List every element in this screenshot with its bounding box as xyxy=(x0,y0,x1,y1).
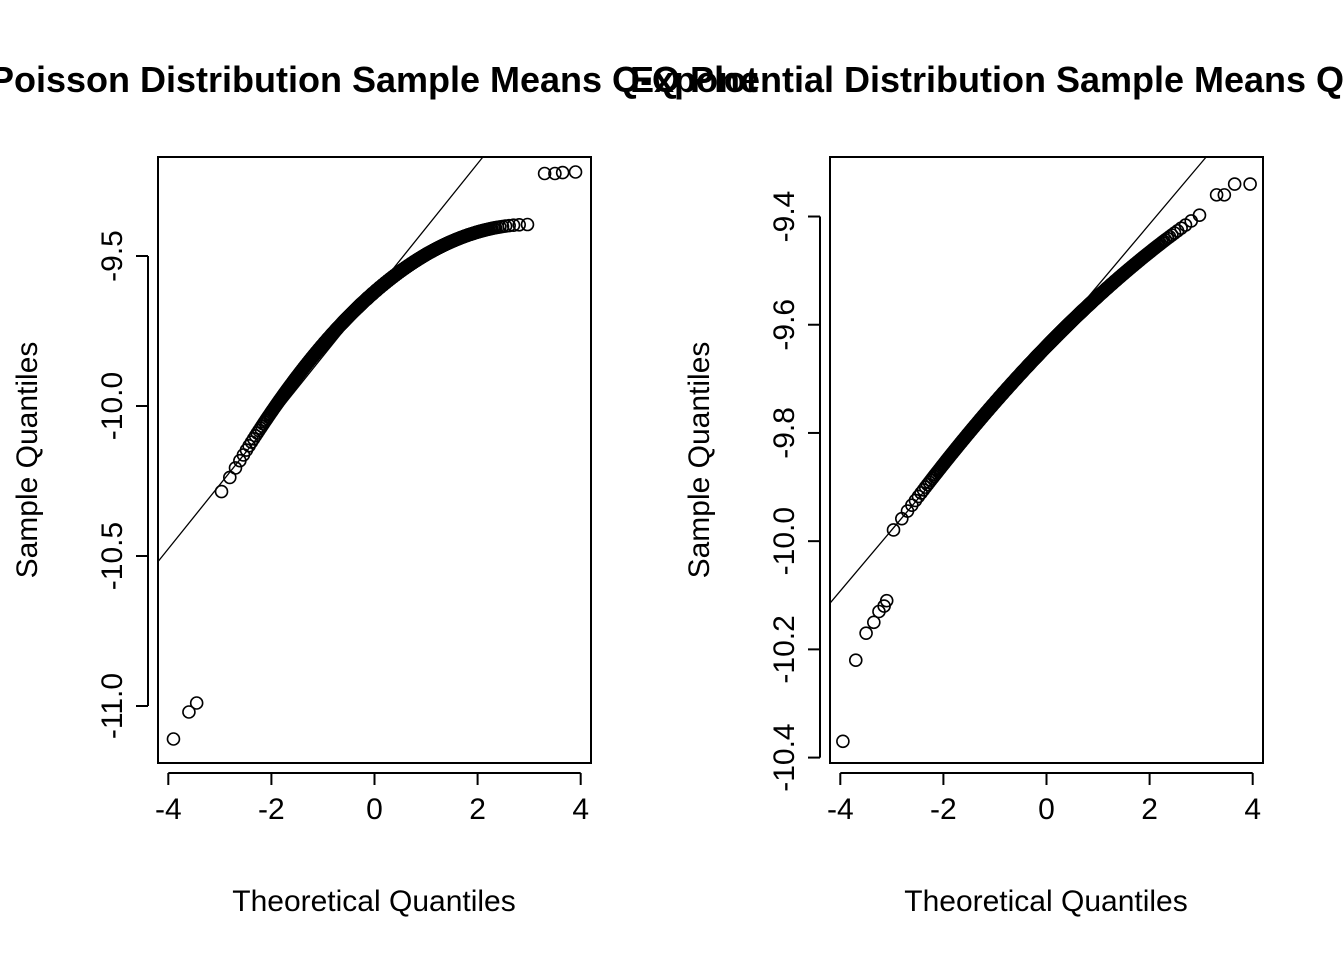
data-point xyxy=(242,439,256,453)
x-tick-label-poisson: -2 xyxy=(258,793,285,826)
y-tick-label-poisson: -11.0 xyxy=(96,673,129,739)
data-point xyxy=(848,653,863,667)
x-tick-label-poisson: 4 xyxy=(572,793,589,826)
plot-frame-exponential xyxy=(829,156,1264,764)
x-tick-label-exponential: -2 xyxy=(930,793,957,826)
data-point xyxy=(189,696,204,710)
data-point xyxy=(1209,188,1224,202)
axes-exponential: -4 -2 0 2 4 -10.4 -10.2 -10.0 -9.8 -9.6 -9.4 xyxy=(768,191,1261,826)
x-tick-label-exponential: 2 xyxy=(1141,793,1158,826)
chart-title-poisson: Poisson Distribution Sample Means Q-Q Pl… xyxy=(0,59,758,100)
x-tick-label-exponential: -4 xyxy=(827,793,854,826)
x-axis-label-poisson: Theoretical Quantiles xyxy=(232,885,515,918)
data-point xyxy=(548,166,562,181)
data-point xyxy=(182,705,196,719)
y-tick-label-exponential: -9.8 xyxy=(768,407,801,459)
y-tick-label-exponential: -9.4 xyxy=(768,191,801,243)
data-point xyxy=(512,217,526,232)
axes-poisson: -4 -2 0 2 4 -11.0 -10.5 -10.0 -9.5 xyxy=(96,230,589,826)
data-point xyxy=(879,593,894,608)
data-point xyxy=(166,732,181,746)
data-point xyxy=(537,166,552,181)
y-tick-label-exponential: -10.0 xyxy=(768,507,801,575)
chart-title-exponential: Exponential Distribution Sample Means Q-… xyxy=(630,59,1344,100)
data-point xyxy=(1243,177,1257,191)
poisson-qq-panel: Poisson Distribution Sample Means Q-Q Pl… xyxy=(0,59,758,918)
x-tick-label-poisson: 0 xyxy=(366,793,383,826)
data-point xyxy=(859,626,873,640)
x-tick-label-poisson: 2 xyxy=(469,793,486,826)
data-point xyxy=(886,523,901,537)
x-tick-label-poisson: -4 xyxy=(155,793,182,826)
reference-line-poisson xyxy=(157,156,484,563)
data-point xyxy=(1192,208,1207,223)
data-point xyxy=(228,461,243,475)
y-tick-label-exponential: -10.4 xyxy=(768,723,801,791)
plot-frame-poisson xyxy=(157,156,592,764)
x-tick-label-exponential: 4 xyxy=(1244,793,1261,826)
y-tick-label-exponential: -10.2 xyxy=(768,615,801,683)
exponential-qq-panel: Exponential Distribution Sample Means Q-… xyxy=(630,59,1344,918)
points-poisson xyxy=(166,165,583,746)
data-point xyxy=(214,484,229,499)
data-point xyxy=(502,218,516,233)
data-point xyxy=(1217,188,1232,202)
data-point xyxy=(506,218,521,232)
data-point xyxy=(867,615,881,630)
x-axis-label-exponential: Theoretical Quantiles xyxy=(904,885,1187,918)
y-axis-label-poisson: Sample Quantiles xyxy=(11,342,44,579)
data-point xyxy=(568,165,583,179)
y-tick-label-exponential: -9.6 xyxy=(768,299,801,351)
data-point xyxy=(1227,177,1242,191)
data-point xyxy=(836,734,850,749)
points-exponential xyxy=(836,177,1257,749)
x-tick-label-exponential: 0 xyxy=(1038,793,1055,826)
y-tick-label-poisson: -10.0 xyxy=(96,372,129,440)
y-tick-label-poisson: -10.5 xyxy=(96,522,129,590)
y-axis-label-exponential: Sample Quantiles xyxy=(683,342,716,579)
y-tick-label-poisson: -9.5 xyxy=(96,230,129,282)
data-point xyxy=(520,217,535,232)
data-point xyxy=(555,165,570,180)
